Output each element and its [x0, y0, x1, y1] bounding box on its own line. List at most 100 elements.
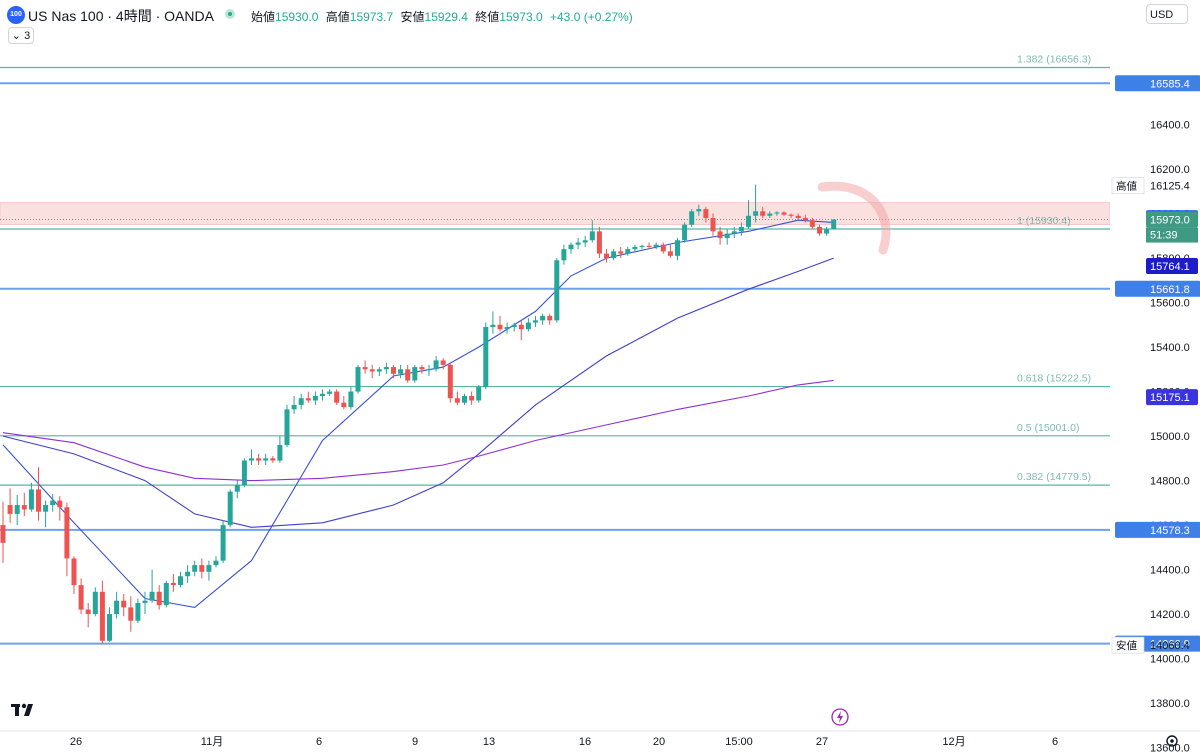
- candle-body: [767, 213, 773, 216]
- marker-label: 高値: [1116, 180, 1138, 193]
- candle-body: [596, 231, 602, 254]
- candle-body: [50, 500, 56, 506]
- candle-body: [36, 489, 41, 512]
- candle: [85, 602, 91, 628]
- candle: [447, 362, 453, 403]
- candle-body: [582, 240, 588, 243]
- candle-body: [426, 369, 432, 371]
- candle: [575, 238, 581, 250]
- candle-body: [234, 485, 240, 492]
- candle: [71, 556, 77, 595]
- candle: [802, 214, 808, 223]
- candle-body: [575, 242, 581, 245]
- candle: [490, 311, 496, 334]
- candle-body: [121, 600, 127, 608]
- fib-level-label: 0.5 (15001.0): [1017, 422, 1079, 434]
- candle-body: [518, 324, 524, 330]
- candle: [121, 594, 127, 617]
- candle: [355, 364, 361, 394]
- candle: [227, 489, 233, 528]
- candle-body: [284, 409, 290, 445]
- candle: [391, 364, 396, 379]
- candle-body: [185, 571, 191, 577]
- marker-label-bg: [1111, 636, 1145, 654]
- candle-body: [788, 214, 794, 216]
- candle-body: [298, 398, 304, 405]
- candle-body: [504, 327, 510, 330]
- resistance-zone: [0, 202, 1111, 225]
- candle-body: [639, 245, 645, 247]
- candle: [731, 226, 737, 239]
- candle-body: [263, 458, 269, 461]
- candle-body: [625, 249, 631, 254]
- y-tick-label: 14800.0: [1150, 476, 1190, 488]
- candle: [809, 218, 815, 230]
- candle: [234, 480, 240, 499]
- candle: [362, 360, 368, 374]
- candle-body: [92, 591, 98, 615]
- candle: [440, 358, 446, 370]
- candle: [270, 456, 276, 463]
- candle: [14, 495, 20, 526]
- candle: [767, 211, 773, 218]
- candle-body: [653, 244, 659, 247]
- candle-body: [320, 393, 325, 396]
- y-tick-label: 15600.0: [1150, 298, 1190, 310]
- currency-select[interactable]: USD: [1146, 4, 1188, 24]
- candle: [554, 258, 560, 323]
- symbol-title[interactable]: US Nas 100 · 4時間 · OANDA: [28, 8, 214, 24]
- candle-body: [589, 231, 595, 241]
- x-tick-label: 12月: [942, 736, 965, 748]
- candle: [540, 313, 546, 325]
- candle: [263, 453, 269, 465]
- candle: [142, 591, 148, 615]
- candle: [92, 587, 98, 617]
- candle-body: [249, 458, 254, 461]
- fib-level-label: 0.618 (15222.5): [1017, 373, 1091, 385]
- candle-body: [604, 253, 609, 259]
- candle-body: [561, 249, 567, 261]
- candle-body: [199, 565, 205, 572]
- candle-body: [618, 251, 624, 254]
- candle-body: [738, 226, 744, 232]
- candle-body: [731, 231, 737, 234]
- candle-body: [689, 211, 695, 225]
- candle: [589, 220, 595, 243]
- candle: [156, 585, 162, 610]
- candle: [433, 355, 439, 372]
- candle-body: [831, 219, 837, 230]
- candle-body: [71, 558, 77, 586]
- candle-body: [21, 505, 27, 510]
- candle: [760, 206, 766, 218]
- x-tick-label: 6: [316, 736, 322, 748]
- candle: [412, 364, 418, 383]
- candle-body: [802, 218, 808, 221]
- price-badge-label: 15175.1: [1150, 392, 1190, 404]
- candle-body: [675, 240, 680, 256]
- x-tick-label: 6: [1052, 736, 1058, 748]
- candle-body: [391, 367, 396, 374]
- candle: [689, 209, 695, 227]
- indicator-toggle-button[interactable]: ⌄ 3: [8, 27, 34, 44]
- chart-header: 100 US Nas 100 · 4時間 · OANDA 始値15930.0 高…: [0, 0, 1200, 30]
- candle-body: [483, 327, 489, 388]
- candle: [213, 556, 219, 568]
- candle: [28, 482, 34, 512]
- candle-body: [419, 367, 425, 370]
- candle: [369, 364, 375, 379]
- candle-body: [724, 233, 730, 239]
- moving-average-line: [2, 379, 834, 482]
- candle-body: [760, 211, 766, 216]
- candle: [78, 578, 84, 615]
- symbol-icon: 100: [7, 6, 25, 24]
- price-badge-label: 15661.8: [1150, 284, 1190, 296]
- candle-body: [149, 591, 155, 601]
- candle-body: [817, 226, 822, 234]
- candle-body: [469, 396, 475, 401]
- candle-body: [476, 387, 482, 401]
- candle-body: [341, 402, 347, 408]
- low-label: 安値: [400, 10, 425, 24]
- lightning-icon-bolt: [837, 711, 843, 723]
- countdown-label: 51:39: [1150, 230, 1178, 242]
